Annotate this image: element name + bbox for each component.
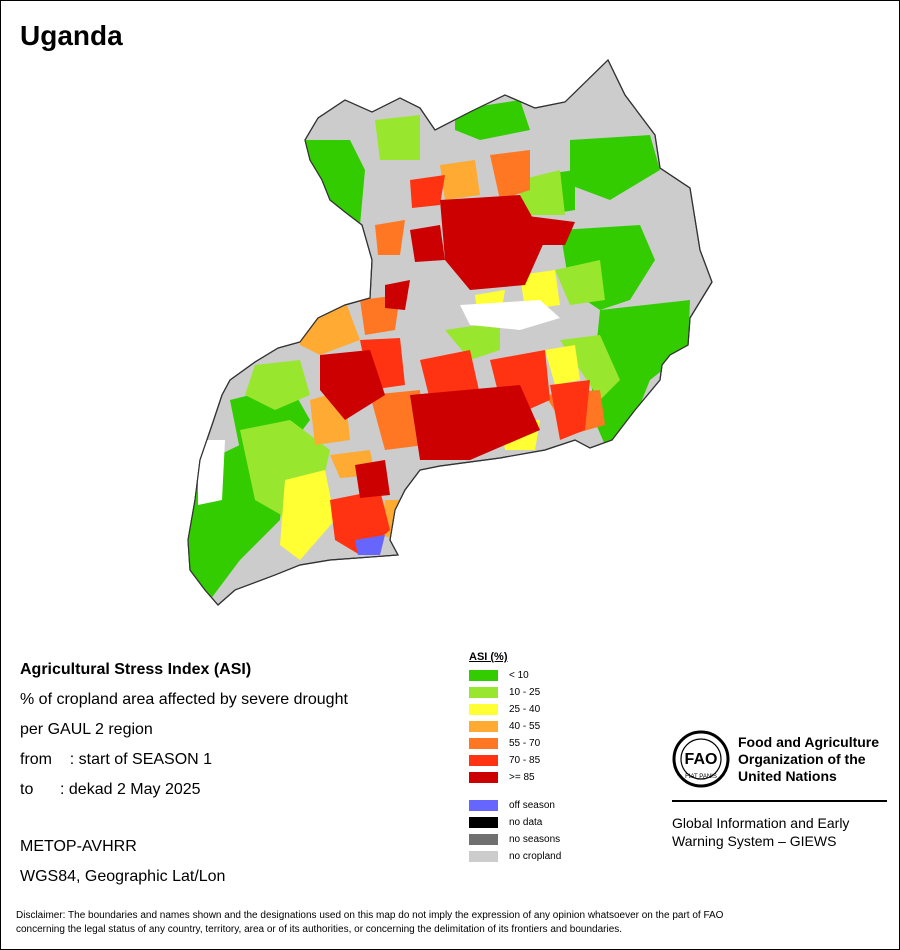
- legend-swatch: [469, 687, 498, 698]
- legend-classes: < 10 10 - 25 25 - 40 40 - 55 55 - 70 70 - 85 >…: [469, 667, 561, 786]
- technical-info: METOP-AVHRR WGS84, Geographic Lat/Lon: [20, 832, 225, 892]
- org-line1: Food and Agriculture: [738, 734, 880, 750]
- legend-item: 10 - 25: [469, 684, 561, 701]
- from-label: from: [20, 751, 52, 768]
- giews-line2: Warning System – GIEWS: [672, 833, 837, 849]
- giews-name: Global Information and Early Warning Sys…: [672, 814, 892, 850]
- legend-item: 25 - 40: [469, 701, 561, 718]
- logo-divider: [672, 800, 887, 802]
- legend-label: >= 85: [509, 772, 535, 783]
- giews-line1: Global Information and Early: [672, 815, 850, 831]
- legend-label: 10 - 25: [509, 687, 541, 698]
- asi-regions: [188, 100, 690, 600]
- to-label: to: [20, 781, 34, 798]
- legend-other: off season no data no seasons no cropland: [469, 797, 561, 865]
- emblem-letters: FAO: [685, 751, 718, 768]
- fao-emblem-icon: FAO FIAT PANIS: [672, 730, 730, 788]
- legend: ASI (%) < 10 10 - 25 25 - 40 40 - 55 55 - 70…: [469, 651, 561, 865]
- legend-swatch: [469, 670, 498, 681]
- legend-label: 40 - 55: [509, 721, 541, 732]
- info-to: to : dekad 2 May 2025: [20, 775, 348, 805]
- legend-item: no seasons: [469, 831, 561, 848]
- projection: WGS84, Geographic Lat/Lon: [20, 868, 226, 885]
- disclaimer-line2: concerning the legal status of any count…: [16, 924, 623, 935]
- info-line1: % of cropland area affected by severe dr…: [20, 691, 348, 708]
- info-line2: per GAUL 2 region: [20, 721, 153, 738]
- legend-label: < 10: [509, 670, 529, 681]
- legend-item: no cropland: [469, 848, 561, 865]
- legend-label: no data: [509, 817, 543, 828]
- legend-swatch: [469, 772, 498, 783]
- legend-swatch: [469, 738, 498, 749]
- disclaimer-line1: Disclaimer: The boundaries and names sho…: [16, 910, 724, 921]
- legend-label: 25 - 40: [509, 704, 541, 715]
- info-from: from : start of SEASON 1: [20, 745, 348, 775]
- map-info: Agricultural Stress Index (ASI) % of cro…: [20, 655, 348, 805]
- emblem-motto: FIAT PANIS: [685, 774, 717, 780]
- legend-item: 55 - 70: [469, 735, 561, 752]
- legend-item: no data: [469, 814, 561, 831]
- legend-item: 40 - 55: [469, 718, 561, 735]
- legend-item: >= 85: [469, 769, 561, 786]
- legend-item: off season: [469, 797, 561, 814]
- sensor: METOP-AVHRR: [20, 838, 137, 855]
- legend-swatch: [469, 704, 498, 715]
- disclaimer: Disclaimer: The boundaries and names sho…: [16, 909, 886, 937]
- legend-item: < 10: [469, 667, 561, 684]
- legend-swatch: [469, 800, 498, 811]
- org-line2: Organization of the: [738, 751, 866, 767]
- legend-title: ASI (%): [469, 651, 508, 663]
- org-line3: United Nations: [738, 768, 837, 784]
- legend-swatch: [469, 834, 498, 845]
- legend-label: 55 - 70: [509, 738, 541, 749]
- legend-swatch: [469, 817, 498, 828]
- legend-label: no cropland: [509, 851, 562, 862]
- legend-swatch: [469, 851, 498, 862]
- fao-org-name: Food and Agriculture Organization of the…: [738, 734, 898, 785]
- from-value: : start of SEASON 1: [69, 751, 213, 768]
- legend-label: off season: [509, 800, 555, 811]
- to-value: : dekad 2 May 2025: [60, 781, 201, 798]
- legend-swatch: [469, 721, 498, 732]
- uganda-asi-map: [187, 59, 713, 606]
- map-title: Uganda: [20, 20, 123, 51]
- legend-label: 70 - 85: [509, 755, 541, 766]
- legend-swatch: [469, 755, 498, 766]
- legend-label: no seasons: [509, 834, 561, 845]
- info-heading: Agricultural Stress Index (ASI): [20, 661, 252, 678]
- legend-item: 70 - 85: [469, 752, 561, 769]
